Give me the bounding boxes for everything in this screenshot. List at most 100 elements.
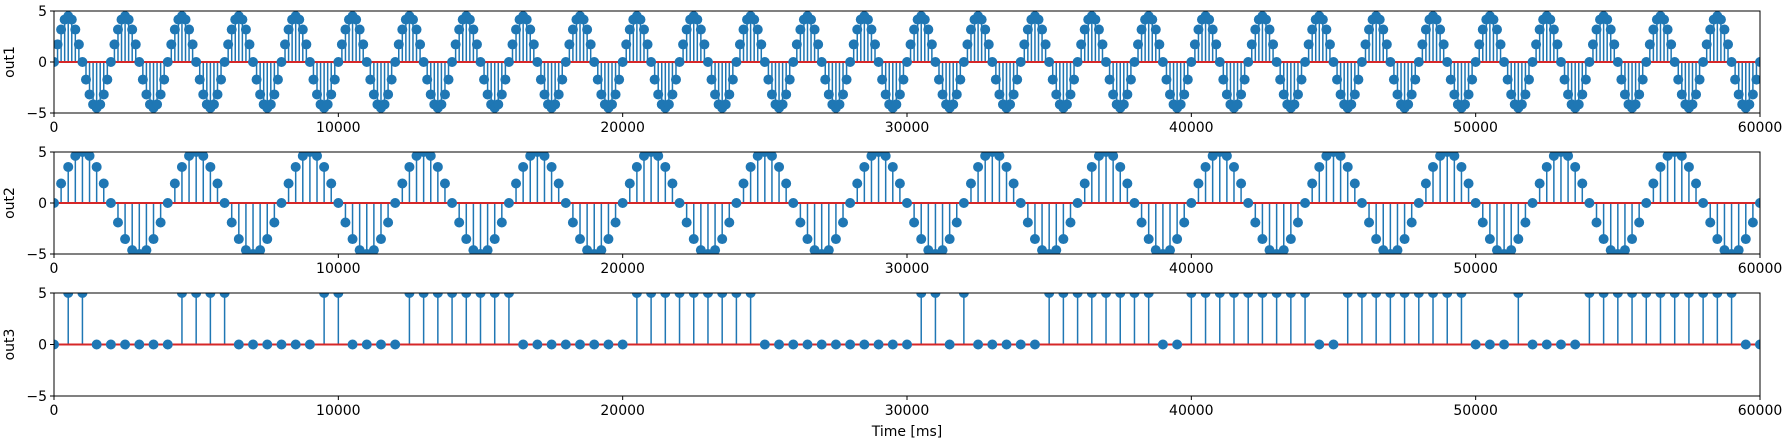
stem-marker (870, 39, 881, 50)
stem-marker (1328, 339, 1339, 350)
stem-marker (624, 24, 635, 35)
stem-marker (1335, 152, 1346, 161)
stem-marker (1356, 198, 1367, 208)
stem-marker (1303, 39, 1314, 50)
stem-marker (1740, 234, 1751, 245)
x-tick-label: 10000 (316, 261, 361, 277)
stem-marker (1186, 293, 1197, 298)
stem-marker (1406, 89, 1417, 100)
stem-marker (375, 339, 386, 350)
stem-marker (1165, 89, 1176, 100)
stem-marker (1388, 74, 1399, 85)
stem-marker (955, 74, 966, 85)
stem-marker (489, 293, 500, 298)
stem-marker (759, 339, 770, 350)
stem-marker (788, 57, 799, 67)
stem-marker (518, 161, 529, 172)
stem-marker (496, 217, 507, 228)
stem-marker (333, 293, 344, 298)
stem-marker (823, 245, 834, 254)
stem-marker (663, 99, 674, 110)
stem-marker (678, 39, 689, 50)
stem-marker (368, 89, 379, 100)
stem-marker (425, 89, 436, 100)
stem-marker (1602, 14, 1613, 25)
stem-marker (468, 24, 479, 35)
stem-marker (226, 217, 237, 228)
stem-marker (617, 198, 628, 208)
stem-marker (909, 217, 920, 228)
stem-marker (1442, 57, 1453, 67)
stem-marker (788, 198, 799, 208)
stem-marker (873, 57, 884, 67)
stem-marker (1182, 74, 1193, 85)
stem-marker (1058, 234, 1069, 245)
stem-marker (1022, 24, 1033, 35)
stem-marker (191, 57, 202, 67)
stem-marker (432, 161, 443, 172)
stem-marker (795, 217, 806, 228)
stem-marker (1612, 57, 1623, 67)
y-tick-label: 0 (38, 338, 47, 354)
stem-marker (1314, 161, 1325, 172)
stem-marker (1410, 74, 1421, 85)
stem-marker (1470, 339, 1481, 350)
stem-marker (806, 14, 817, 25)
stem-marker (1072, 57, 1083, 67)
stem-marker (54, 198, 59, 208)
stem-marker (1374, 14, 1385, 25)
stem-marker (706, 74, 717, 85)
stem-marker (1605, 245, 1616, 254)
stem-marker (123, 14, 134, 25)
stem-marker (375, 234, 386, 245)
stem-marker (1239, 74, 1250, 85)
stem-marker (1104, 74, 1115, 85)
stem-marker (692, 14, 703, 25)
stem-marker (525, 24, 536, 35)
stem-marker (1484, 339, 1495, 350)
stem-marker (1641, 198, 1652, 208)
stem-marker (226, 24, 237, 35)
stem-marker (1243, 198, 1254, 208)
stem-marker (845, 57, 856, 67)
x-tick-label: 50000 (1453, 261, 1498, 277)
stem-marker (1698, 293, 1709, 298)
stem-marker (162, 57, 173, 67)
stem-marker (631, 293, 642, 298)
stem-marker (1701, 39, 1712, 50)
stem-marker (461, 293, 472, 298)
stem-marker (614, 74, 625, 85)
stem-marker (105, 339, 116, 350)
stem-marker (1079, 178, 1090, 189)
stem-marker (1573, 99, 1584, 110)
stem-marker (127, 24, 138, 35)
stem-marker (109, 39, 120, 50)
stem-marker (539, 89, 550, 100)
stem-marker (1324, 39, 1335, 50)
stem-marker (248, 339, 259, 350)
stem-marker (1694, 74, 1705, 85)
stem-marker (1300, 57, 1311, 67)
stem-marker (1495, 39, 1506, 50)
stem-marker (244, 39, 255, 50)
stem-marker (1616, 74, 1627, 85)
stem-marker (411, 24, 422, 35)
stem-marker (1612, 293, 1623, 298)
stem-marker (820, 74, 831, 85)
stem-marker (930, 293, 941, 298)
stem-marker (1243, 57, 1254, 67)
stem-marker (436, 99, 447, 110)
stem-marker (1520, 89, 1531, 100)
stem-marker (152, 99, 163, 110)
stem-marker (734, 39, 745, 50)
stem-marker (1520, 217, 1531, 228)
stem-marker (1008, 178, 1019, 189)
stem-marker (1307, 24, 1318, 35)
stem-marker (1058, 293, 1069, 298)
stem-marker (887, 339, 898, 350)
stem-marker (575, 339, 586, 350)
stem-marker (219, 198, 230, 208)
stem-marker (169, 178, 180, 189)
stem-marker (795, 24, 806, 35)
